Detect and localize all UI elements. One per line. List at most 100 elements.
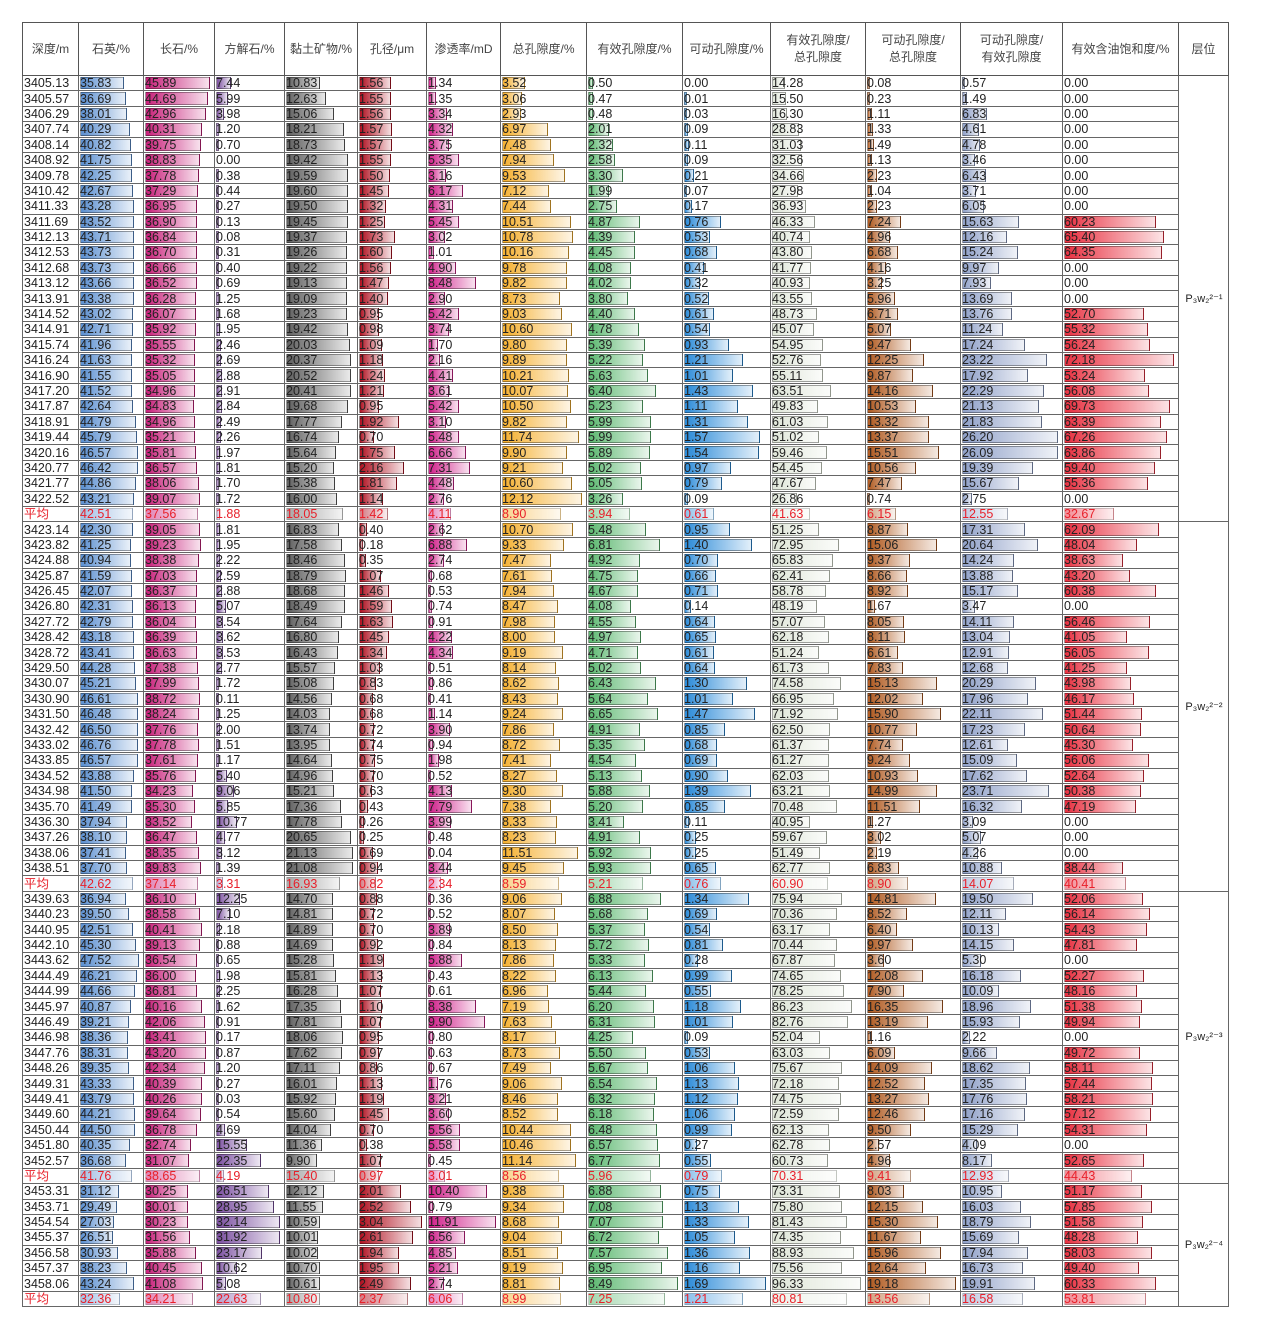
cell-value: 43.24 [80, 1276, 112, 1291]
cell-mov-total-ratio: 11.67 [865, 1229, 961, 1246]
data-bar [216, 261, 219, 275]
cell-calcite: 0.08 [214, 228, 285, 246]
cell-value: 49.72 [1064, 1045, 1096, 1060]
cell-value: 7.44 [502, 199, 527, 214]
layer-label: P₃w₂²⁻² [1178, 521, 1229, 892]
cell-feldspar: 38.83 [143, 151, 215, 169]
cell-eff-total-ratio: 16.30 [770, 105, 866, 123]
cell-eff-total-ratio: 88.93 [770, 1244, 866, 1262]
cell-value: 35.88 [145, 1245, 177, 1260]
cell-value: 3417.20 [24, 384, 70, 398]
cell-value: 8.38 [428, 999, 453, 1014]
cell-value: 3.94 [588, 507, 613, 522]
cell-value: 0.79 [428, 1199, 453, 1214]
data-bar [684, 138, 690, 151]
cell-value: 35.05 [145, 368, 177, 383]
cell-effective-porosity: 5.50 [586, 1044, 683, 1062]
cell-value: 12.61 [962, 737, 994, 752]
cell-value: 3422.52 [24, 491, 70, 506]
cell-depth: 3408.92 [22, 151, 79, 169]
cell-value: 60.73 [772, 1153, 804, 1168]
cell-eff-total-ratio: 67.87 [770, 952, 866, 969]
cell-value: 3.02 [428, 230, 453, 245]
cell-eff-total-ratio: 70.31 [770, 1167, 866, 1185]
cell-value: 1.07 [359, 568, 384, 583]
cell-value: 2.88 [216, 368, 241, 383]
cell-value: 10.77 [867, 722, 899, 737]
cell-value: 15.38 [286, 476, 318, 491]
cell-quartz: 42.31 [78, 598, 144, 615]
cell-value: 0.17 [684, 199, 709, 214]
cell-calcite: 7.44 [214, 74, 285, 92]
cell-value: 54.95 [772, 337, 804, 352]
cell-calcite: 5.85 [214, 798, 285, 815]
cell-eff-total-ratio: 61.27 [770, 752, 866, 769]
cell-eff-total-ratio: 75.80 [770, 1198, 866, 1215]
cell-value: 36.04 [145, 614, 177, 629]
cell-value: 14.11 [962, 614, 993, 629]
cell-value: 7.98 [502, 614, 527, 629]
cell-clay: 15.21 [284, 782, 358, 800]
cell-movable-porosity: 0.64 [682, 613, 771, 631]
data-bar [359, 215, 385, 228]
table-row: 3442.10 45.30 39.13 0.88 14.69 0.92 0.84 8.13 5.… [22, 936, 1229, 954]
cell-value: 0.64 [684, 661, 709, 676]
cell-feldspar: 39.07 [143, 490, 215, 507]
cell-value: 0.63 [428, 1045, 453, 1060]
cell-depth: 3417.87 [22, 398, 79, 415]
cell-mov-eff-ratio: 6.43 [960, 167, 1063, 184]
cell-value: 10.01 [286, 1230, 318, 1245]
cell-value: 43.02 [80, 307, 112, 322]
cell-value: 15.20 [286, 460, 318, 475]
cell-total-porosity: 8.73 [500, 290, 587, 307]
table-row: 3412.53 43.73 36.70 0.31 19.26 1.60 1.01 10.16 4… [22, 244, 1229, 261]
cell-value: 6.09 [867, 1045, 892, 1060]
cell-value: 48.19 [772, 599, 804, 614]
layer-label: P₃w₂²⁻¹ [1178, 74, 1229, 523]
cell-value: 3417.87 [24, 399, 70, 414]
cell-value: 38.01 [80, 106, 112, 121]
cell-value: 3426.45 [24, 584, 70, 599]
cell-movable-porosity: 0.99 [682, 1121, 771, 1138]
cell-value: 2.61 [359, 1230, 384, 1245]
cell-value: 14.15 [962, 938, 994, 953]
cell-permeability: 4.48 [426, 475, 501, 492]
cell-eff-total-ratio: 66.95 [770, 690, 866, 708]
cell-value: 1.95 [216, 537, 241, 552]
cell-permeability: 0.51 [426, 659, 501, 677]
cell-quartz: 30.93 [78, 1244, 144, 1262]
cell-value: 1.16 [684, 1261, 709, 1276]
cell-mov-eff-ratio: 12.16 [960, 228, 1063, 246]
cell-value: 9.41 [867, 1168, 892, 1183]
cell-value: 0.04 [428, 845, 453, 860]
cell-value: 0.03 [216, 1091, 241, 1106]
cell-quartz: 38.23 [78, 1260, 144, 1277]
cell-value: 3415.74 [24, 337, 70, 352]
cell-oil-saturation: 56.05 [1062, 644, 1179, 661]
cell-pore-size: 1.40 [357, 290, 427, 307]
cell-pore-size: 0.70 [357, 428, 427, 446]
cell-pore-size: 1.09 [357, 336, 427, 354]
cell-oil-saturation: 56.06 [1062, 752, 1179, 769]
cell-value: 10.70 [286, 1261, 318, 1276]
cell-movable-porosity: 0.09 [682, 121, 771, 138]
cell-permeability: 3.34 [426, 105, 501, 123]
cell-value: 3438.51 [24, 861, 70, 876]
cell-value: 74.58 [772, 676, 804, 691]
cell-value: 2.69 [216, 353, 241, 368]
cell-value: 40.16 [145, 999, 177, 1014]
cell-value: 8.49 [588, 1276, 613, 1291]
cell-value: 0.61 [684, 645, 709, 660]
cell-quartz: 42.30 [78, 521, 144, 538]
cell-value: 0.70 [359, 768, 384, 783]
cell-value: 16.03 [962, 1199, 994, 1214]
cell-quartz: 42.07 [78, 582, 144, 600]
cell-value: 1.69 [684, 1276, 709, 1291]
cell-clay: 16.01 [284, 1075, 358, 1092]
cell-value: 17.96 [962, 691, 994, 706]
cell-value: 0.09 [684, 153, 709, 168]
cell-effective-porosity: 6.32 [586, 1090, 683, 1108]
cell-value: 0.68 [428, 568, 453, 583]
cell-value: 31.12 [80, 1184, 112, 1199]
cell-feldspar: 45.89 [143, 74, 215, 92]
